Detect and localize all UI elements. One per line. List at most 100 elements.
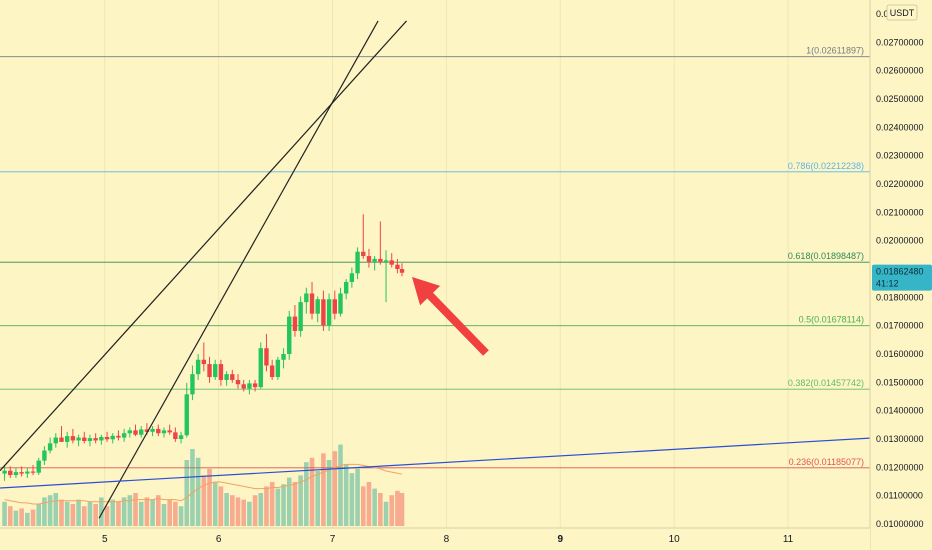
volume-bar [99,497,104,526]
candle-body [93,438,98,441]
volume-bar [241,499,246,526]
volume-bar [47,495,53,526]
moving-average-line [4,463,403,505]
volume-bar [127,495,133,526]
volume-bar [201,475,207,526]
volume-bar [252,495,258,526]
volume-bar [292,482,298,526]
volume-bar [93,504,98,526]
candle-body [47,443,53,451]
volume-bar [207,468,212,526]
volume-bar [326,460,332,526]
volume-bar [87,501,93,526]
volume-bar [161,504,167,526]
volume-bar [309,457,315,526]
fib-level-label: 1(0.02611897) [806,46,864,56]
price-tick-label: 0.02100000 [876,207,924,217]
candle-body [366,256,372,262]
volume-bar [36,504,42,526]
candle-body [70,436,76,441]
volume-bar [372,488,377,526]
price-tick-label: 0.01800000 [876,292,924,302]
candlesticks [2,214,405,481]
candle-body [161,430,167,434]
candle-body [110,435,115,440]
time-tick-label: 10 [669,534,681,545]
volume-bar [110,499,116,526]
volume-bar [355,468,360,526]
candle-body [207,364,212,378]
candle-body [133,430,138,435]
volume-bar [178,506,184,526]
fib-level-label: 0.5(0.01678114) [799,315,864,325]
price-tick-label: 0.0 [876,9,889,19]
volume-bar [133,493,138,526]
trendlines[interactable] [0,20,871,519]
volume-bar [321,453,326,526]
volume-bar [258,493,264,526]
volume-bar [167,499,172,526]
trendline-channel-upper[interactable] [0,20,407,472]
volume-bar [184,460,190,526]
candle-body [378,258,383,262]
volume-bar [247,501,252,526]
candle-body [59,437,64,442]
volume-bar [42,497,47,526]
price-tick-label: 0.01100000 [876,491,923,501]
candle-body [321,299,326,326]
currency-label[interactable]: USDT [886,4,918,21]
candle-body [287,316,292,354]
candle-body [275,359,281,378]
volume-bar [104,506,110,526]
volume-bar [64,501,70,526]
volume-bar [70,504,76,526]
volume-bar [121,497,127,526]
volume-bar [173,501,178,526]
volume-bar [224,493,229,526]
candle-body [224,374,229,380]
candle-body [355,251,360,274]
fib-level-label: 0.786(0.02212238) [788,161,864,171]
time-tick-label: 9 [557,534,563,545]
time-tick-label: 7 [330,534,336,545]
candle-body [36,460,41,473]
red-arrow-annotation[interactable] [412,277,489,356]
volume-bar [195,457,201,526]
current-price-badge: 0.01862480 41:12 [872,264,932,291]
candle-body [195,359,201,375]
volume-bar [286,477,292,526]
candle-body [116,435,121,438]
time-tick-label: 11 [783,534,794,545]
current-price-value: 0.01862480 [876,267,924,277]
candle-body [315,299,320,314]
candle-body [167,430,172,433]
fib-level-label: 0.618(0.01898487) [788,251,864,261]
volume-bar [269,482,275,526]
time-tick-label: 8 [444,534,450,545]
volume-bar [19,508,24,526]
currency-label-text: USDT [890,8,915,18]
candle-body [139,429,144,435]
red-arrow[interactable] [412,277,489,356]
candle-body [178,435,184,439]
candle-body [184,394,189,436]
current-price-box [872,264,932,291]
grid [104,0,789,528]
candle-body [292,316,298,331]
volume-bar [338,444,343,526]
candle-body [104,436,110,440]
fibonacci-levels[interactable]: 1(0.02611897) 0.786(0.02212238) 0.618(0.01… [0,46,870,469]
trendline-support[interactable] [0,437,871,489]
time-axis-background [0,528,870,550]
candle-body [399,269,405,273]
volume-bar [212,482,218,526]
candle-body [19,472,24,474]
volume-bar [366,482,372,526]
time-axis[interactable]: 5 6 7 8 9 10 11 [0,527,870,550]
candle-body [372,258,377,262]
volume-bar [395,490,400,526]
trendline-channel-lower[interactable] [98,20,379,519]
price-tick-label: 0.02200000 [876,179,924,189]
